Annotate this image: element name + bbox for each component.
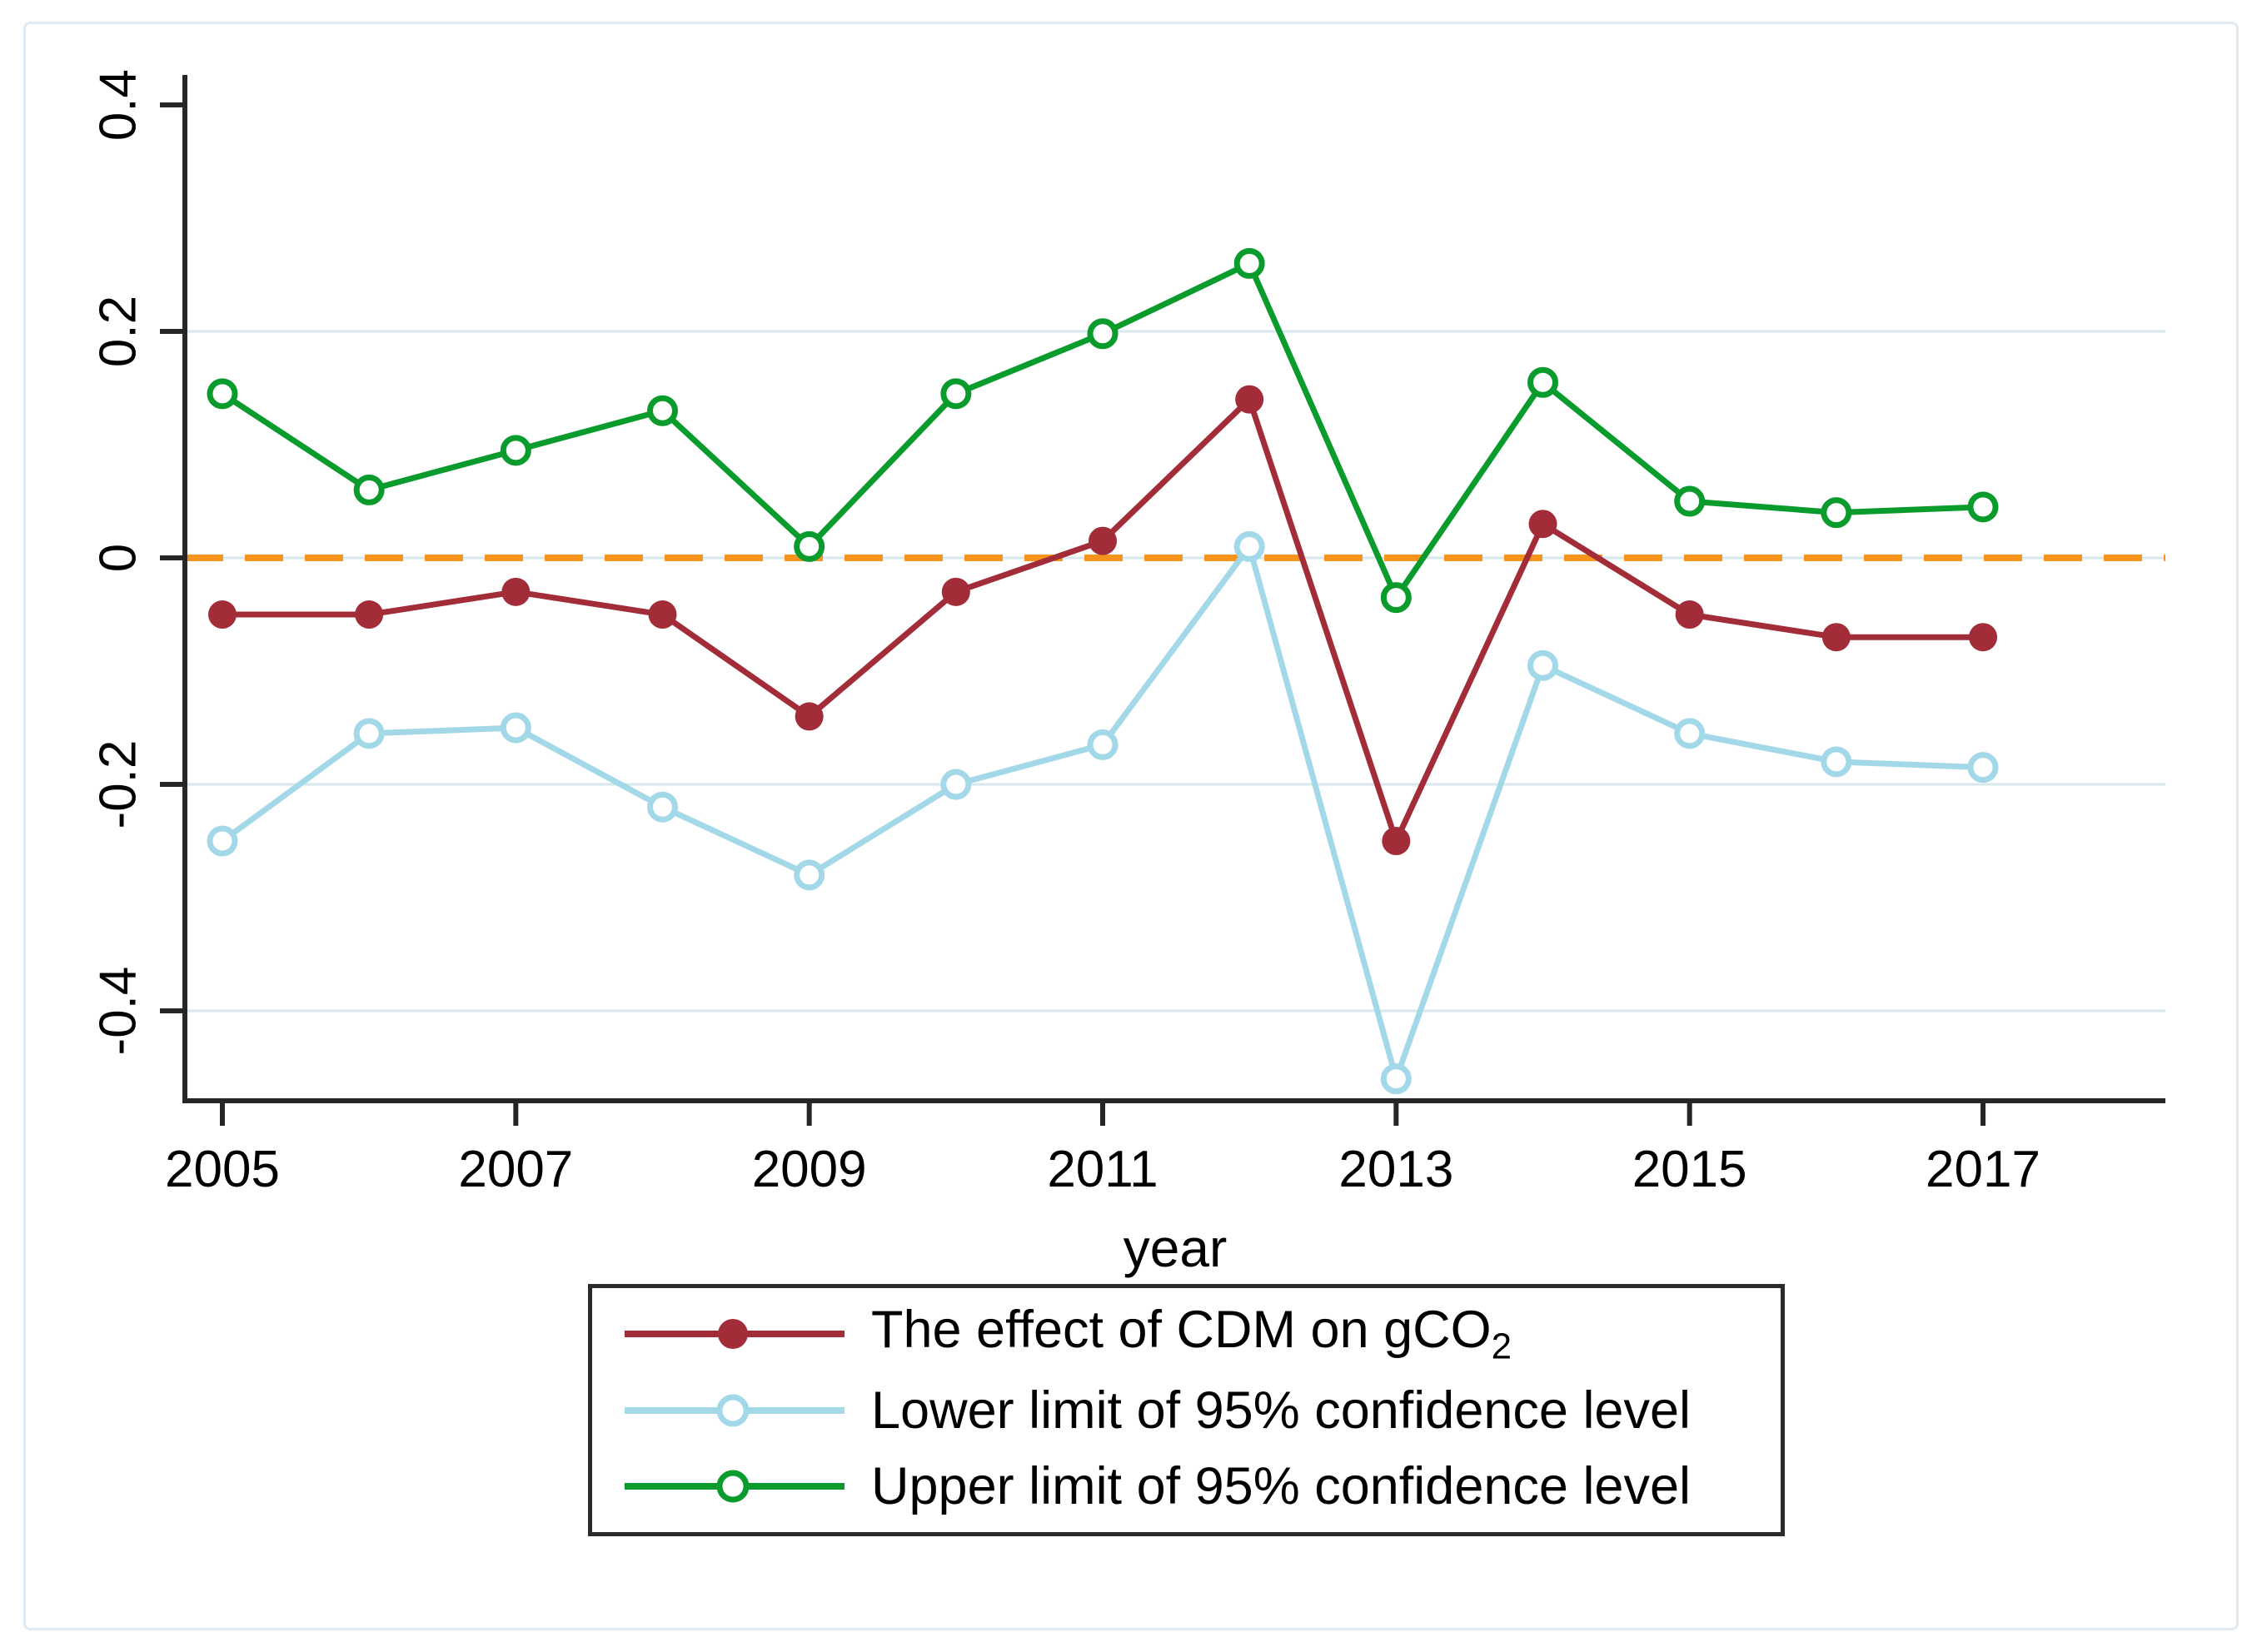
legend-swatch bbox=[625, 1470, 845, 1503]
data-point-marker bbox=[1087, 729, 1119, 760]
y-tick-label: 0 bbox=[90, 544, 147, 572]
data-point-marker bbox=[648, 600, 677, 629]
data-point-marker bbox=[355, 600, 384, 629]
x-tick-label: 2005 bbox=[165, 1141, 280, 1198]
data-point-marker bbox=[1235, 385, 1264, 414]
x-axis-title: year bbox=[1123, 1218, 1228, 1278]
data-point-marker bbox=[500, 712, 531, 744]
data-point-marker bbox=[353, 474, 385, 505]
data-point-marker bbox=[1087, 318, 1119, 350]
data-point-marker bbox=[795, 702, 824, 731]
legend-label: The effect of CDM on gCO2 bbox=[871, 1301, 1512, 1368]
data-point-marker bbox=[1967, 752, 1999, 784]
legend-box: The effect of CDM on gCO2 Lower limit of … bbox=[588, 1284, 1785, 1536]
legend-marker bbox=[716, 1394, 750, 1426]
series-line bbox=[219, 396, 1986, 844]
y-tick-label: 0.2 bbox=[90, 296, 147, 367]
data-point-marker bbox=[1527, 649, 1559, 681]
data-point-marker bbox=[501, 577, 531, 606]
data-point-marker bbox=[1233, 247, 1265, 279]
legend-item: The effect of CDM on gCO2 bbox=[608, 1301, 1781, 1367]
series-line bbox=[219, 543, 1986, 1082]
data-point-marker bbox=[353, 718, 385, 749]
legend-marker bbox=[716, 1470, 750, 1503]
data-point-marker bbox=[1380, 1063, 1412, 1095]
data-point-marker bbox=[940, 769, 972, 800]
data-point-marker bbox=[1674, 485, 1706, 517]
legend-swatch bbox=[625, 1319, 845, 1350]
data-point-marker bbox=[1089, 526, 1118, 555]
y-tick-label: -0.4 bbox=[90, 967, 147, 1056]
legend-marker bbox=[718, 1319, 748, 1350]
legend-item: Upper limit of 95% confidence level bbox=[608, 1453, 1781, 1520]
x-tick-label: 2015 bbox=[1632, 1141, 1747, 1198]
y-tick-label: 0.4 bbox=[90, 69, 147, 141]
data-point-marker bbox=[207, 378, 238, 410]
data-point-marker bbox=[941, 577, 970, 606]
data-point-marker bbox=[1821, 746, 1852, 778]
data-point-marker bbox=[1821, 623, 1851, 652]
data-point-marker bbox=[207, 825, 238, 857]
x-tick-label: 2007 bbox=[458, 1141, 573, 1198]
legend-label: Lower limit of 95% confidence level bbox=[871, 1381, 1692, 1440]
y-tick-label: -0.2 bbox=[90, 740, 147, 829]
data-point-marker bbox=[794, 530, 825, 562]
x-tick-label: 2009 bbox=[752, 1141, 867, 1198]
data-point-marker bbox=[1674, 718, 1706, 749]
legend-swatch bbox=[625, 1394, 845, 1426]
data-point-marker bbox=[1821, 497, 1852, 529]
data-point-marker bbox=[1528, 510, 1557, 539]
data-point-marker bbox=[1382, 827, 1411, 856]
x-tick-label: 2011 bbox=[1047, 1141, 1158, 1198]
data-point-marker bbox=[647, 791, 679, 823]
data-point-marker bbox=[794, 859, 825, 891]
x-tick-label: 2013 bbox=[1338, 1141, 1453, 1198]
x-tick-label: 2017 bbox=[1926, 1141, 2040, 1198]
data-point-marker bbox=[500, 435, 531, 466]
data-point-marker bbox=[647, 395, 679, 426]
data-point-marker bbox=[940, 378, 972, 410]
data-point-marker bbox=[1380, 582, 1412, 614]
data-point-marker bbox=[1969, 623, 1998, 652]
data-point-marker bbox=[1967, 491, 1999, 523]
data-point-marker bbox=[1233, 530, 1265, 562]
data-point-marker bbox=[1527, 366, 1559, 398]
legend-label: Upper limit of 95% confidence level bbox=[871, 1456, 1692, 1515]
data-point-marker bbox=[207, 600, 237, 629]
data-point-marker bbox=[1675, 600, 1704, 629]
legend-item: Lower limit of 95% confidence level bbox=[608, 1377, 1781, 1444]
